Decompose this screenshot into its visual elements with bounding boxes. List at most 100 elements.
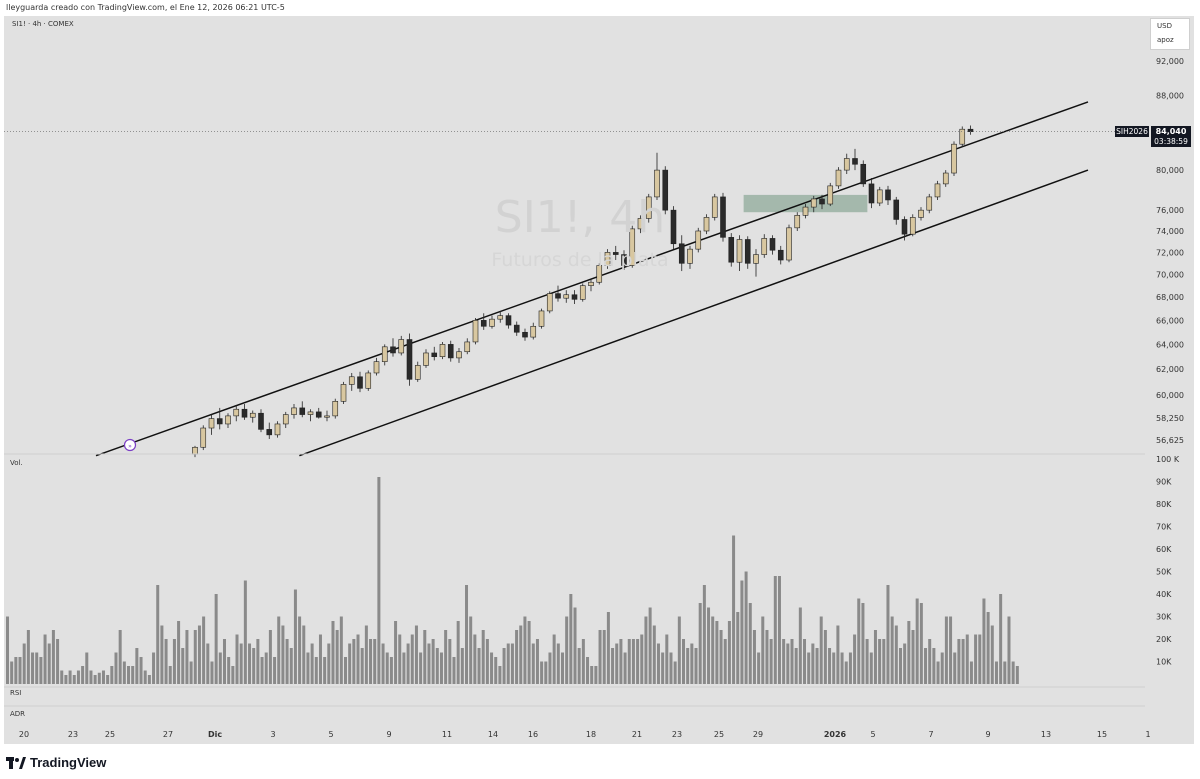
price-tick-label: 80,000: [1156, 166, 1184, 175]
volume-tick-label: 90K: [1156, 478, 1172, 487]
time-tick-label: 15: [1097, 730, 1107, 739]
volume-bar: [152, 652, 156, 684]
tradingview-logo-icon: [6, 757, 26, 769]
volume-bar: [919, 603, 923, 684]
volume-bar: [611, 648, 615, 684]
volume-bar: [857, 598, 861, 684]
volume-bar: [803, 639, 807, 684]
volume-bar: [677, 616, 681, 684]
volume-bar: [544, 661, 548, 684]
price-tick-label: 76,000: [1156, 206, 1184, 215]
volume-tick-label: 30K: [1156, 613, 1172, 622]
volume-bar: [64, 675, 68, 684]
volume-bar: [47, 643, 51, 684]
chart-canvas[interactable]: 92,00088,00084,00080,00076,00074,00072,0…: [0, 0, 1200, 745]
candle-body: [687, 248, 693, 264]
volume-bar: [886, 585, 890, 684]
volume-bar: [798, 607, 802, 684]
volume-bar: [260, 657, 264, 684]
volume-bar: [327, 643, 331, 684]
candle-body: [678, 243, 685, 264]
volume-bar: [394, 621, 398, 684]
volume-bar: [202, 616, 206, 684]
volume-bar: [101, 670, 105, 684]
volume-bar: [707, 607, 711, 684]
volume-bar: [644, 616, 648, 684]
volume-bar: [978, 634, 982, 684]
volume-bar: [193, 630, 197, 684]
time-tick-label: 25: [105, 730, 115, 739]
time-tick-label: 23: [68, 730, 78, 739]
volume-bar: [924, 648, 928, 684]
candle-body: [810, 198, 817, 208]
volume-bar: [836, 625, 840, 684]
volume-bar: [761, 616, 765, 684]
candle-body: [497, 315, 504, 320]
volume-bar: [865, 639, 869, 684]
volume-bar: [702, 585, 706, 684]
candle-body: [340, 384, 347, 402]
volume-bar: [139, 657, 143, 684]
candle-body: [612, 252, 619, 255]
current-price-tag: SIH2026 84,040 03:38:59: [1115, 126, 1191, 148]
volume-bar: [586, 657, 590, 684]
volume-bar: [106, 675, 110, 684]
volume-bar: [719, 630, 723, 684]
time-tick-label: 13: [1041, 730, 1051, 739]
volume-bar: [402, 652, 406, 684]
volume-bar: [782, 639, 786, 684]
volume-bar: [39, 657, 43, 684]
candle-body: [670, 209, 677, 245]
candle-body: [794, 215, 801, 229]
candle-body: [282, 414, 289, 425]
volume-bar: [264, 652, 268, 684]
time-tick-label: Dic: [208, 730, 222, 739]
candle-body: [249, 412, 256, 418]
candle-body: [216, 418, 223, 425]
volume-layer: [6, 477, 1019, 684]
currency-box[interactable]: USD apoz: [1150, 18, 1190, 50]
candle-body: [918, 209, 924, 218]
candle-body: [480, 320, 487, 327]
volume-bar: [318, 634, 322, 684]
candle-body: [926, 196, 933, 211]
volume-bar: [878, 639, 882, 684]
volume-bar: [690, 643, 694, 684]
watermark-subtitle: Futuros de la plata: [491, 249, 668, 271]
volume-bar: [26, 630, 30, 684]
volume-bar: [293, 589, 297, 684]
volume-bar: [869, 652, 873, 684]
volume-bar: [410, 634, 414, 684]
candle-body: [406, 339, 413, 380]
candle-body: [233, 408, 240, 417]
volume-bar: [711, 616, 715, 684]
volume-bar: [439, 652, 443, 684]
candle-body: [860, 163, 867, 185]
volume-bar: [444, 630, 448, 684]
time-tick-label: 7: [928, 730, 933, 739]
candle-body: [513, 324, 520, 333]
volume-bar: [823, 630, 827, 684]
candle-body: [489, 318, 495, 327]
volume-bar: [969, 661, 973, 684]
volume-bar: [928, 639, 932, 684]
volume-tick-label: 10K: [1156, 658, 1172, 667]
volume-bar: [35, 652, 39, 684]
candle-body: [852, 158, 858, 165]
volume-bar: [727, 621, 731, 684]
volume-bar: [477, 648, 481, 684]
volume-bar: [306, 652, 310, 684]
volume-bar: [594, 666, 598, 684]
volume-bar: [289, 648, 293, 684]
volume-bar: [1015, 666, 1019, 684]
footer: TradingView: [0, 745, 1200, 779]
volume-bar: [89, 670, 93, 684]
volume-bar: [932, 648, 936, 684]
volume-bar: [31, 652, 35, 684]
candle-body: [942, 172, 949, 185]
candle-body: [711, 196, 718, 218]
volume-bar: [281, 625, 285, 684]
replay-marker-icon[interactable]: »: [123, 438, 137, 452]
volume-bar: [352, 639, 356, 684]
candle-body: [505, 315, 512, 326]
